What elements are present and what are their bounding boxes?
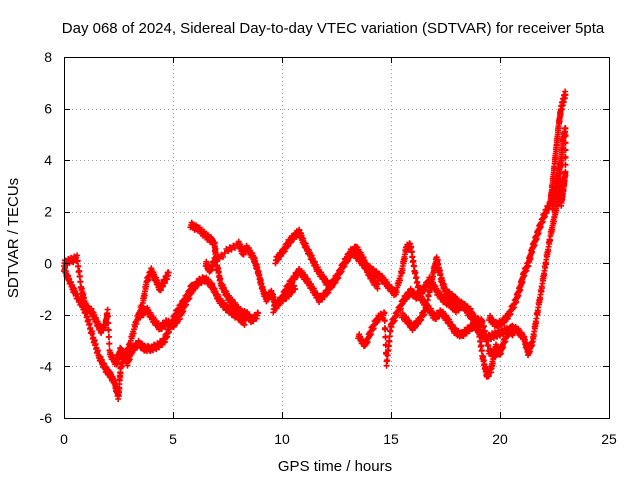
- y-tick-label: -2: [40, 307, 53, 323]
- data-point: [255, 310, 261, 317]
- data-point: [75, 263, 82, 270]
- y-tick-label: 6: [44, 101, 52, 117]
- series-track-l: [549, 125, 569, 213]
- series-track-a: [61, 264, 172, 402]
- data-point: [74, 257, 81, 264]
- data-points: [61, 88, 569, 402]
- data-point: [221, 250, 228, 256]
- x-tick-label: 20: [492, 431, 508, 447]
- data-point: [413, 274, 420, 281]
- data-point: [423, 306, 430, 313]
- data-point: [87, 325, 94, 331]
- data-point: [424, 302, 431, 309]
- data-point: [292, 286, 299, 293]
- data-point: [76, 273, 83, 280]
- data-point: [562, 140, 569, 147]
- data-point: [367, 331, 374, 338]
- data-point: [427, 285, 434, 292]
- data-point: [374, 280, 381, 287]
- data-point: [328, 284, 335, 291]
- data-point: [481, 323, 487, 329]
- data-point: [86, 320, 93, 327]
- series-track-i: [366, 240, 517, 344]
- data-point: [387, 328, 394, 335]
- data-point: [77, 278, 84, 285]
- data-point: [74, 252, 81, 259]
- data-point: [89, 330, 96, 337]
- data-point: [381, 310, 388, 317]
- data-point: [415, 282, 422, 289]
- data-point: [220, 254, 226, 260]
- y-tick-label: -6: [40, 410, 53, 426]
- data-point: [479, 318, 486, 325]
- y-tick-label: 8: [44, 49, 52, 65]
- data-point: [165, 269, 172, 276]
- series-track-g: [270, 246, 381, 316]
- series-track-d: [187, 219, 261, 325]
- data-point: [228, 246, 235, 253]
- chart-title: Day 068 of 2024, Sidereal Day-to-day VTE…: [62, 20, 605, 37]
- data-point: [105, 320, 112, 327]
- x-tick-label: 15: [383, 431, 399, 447]
- data-point: [105, 327, 112, 334]
- data-point: [285, 243, 292, 250]
- series-track-c: [137, 274, 248, 333]
- y-tick-label: 4: [44, 152, 52, 168]
- data-point: [381, 318, 388, 324]
- data-point: [106, 340, 113, 347]
- data-point: [386, 338, 393, 345]
- y-tick-label: 0: [44, 255, 52, 271]
- data-point: [425, 293, 432, 300]
- data-point: [562, 91, 569, 98]
- series-track-k: [486, 88, 569, 330]
- data-point: [225, 248, 232, 255]
- data-point: [104, 313, 111, 320]
- data-point: [282, 289, 289, 296]
- data-point: [562, 132, 569, 139]
- data-point: [412, 269, 419, 276]
- axis-ticks: [64, 57, 610, 419]
- data-point: [424, 297, 431, 304]
- x-tick-label: 25: [601, 431, 617, 447]
- y-tick-labels: -6 -4 -2 0 2 4 6 8: [40, 49, 53, 426]
- data-point: [437, 271, 444, 277]
- data-point: [92, 341, 99, 347]
- x-axis-label: GPS time / hours: [278, 458, 392, 475]
- x-tick-label: 5: [169, 431, 177, 447]
- data-point: [428, 280, 434, 287]
- data-point: [216, 255, 223, 262]
- data-point: [384, 358, 391, 364]
- data-point: [91, 337, 98, 344]
- data-point: [213, 257, 220, 264]
- data-point: [211, 261, 218, 268]
- data-point: [562, 154, 569, 161]
- data-point: [426, 289, 433, 296]
- grid-lines: [64, 57, 609, 418]
- data-point: [416, 287, 423, 294]
- plot-frame: [64, 57, 610, 419]
- data-point: [414, 278, 421, 285]
- data-point: [562, 162, 569, 168]
- data-point: [84, 313, 91, 320]
- data-point: [382, 326, 389, 333]
- data-point: [106, 334, 112, 340]
- data-point: [382, 334, 389, 341]
- data-point: [85, 316, 92, 323]
- data-point: [104, 306, 111, 313]
- data-point: [562, 125, 569, 132]
- data-point: [562, 147, 569, 154]
- x-tick-labels: 0 5 10 15 20 25: [60, 431, 617, 447]
- y-axis-label: SDTVAR / TECUs: [5, 178, 22, 298]
- x-tick-label: 0: [60, 431, 68, 447]
- y-tick-label: 2: [44, 204, 52, 220]
- data-point: [558, 198, 564, 205]
- x-tick-label: 10: [274, 431, 290, 447]
- data-point: [76, 267, 83, 274]
- y-tick-label: -4: [40, 358, 53, 374]
- data-point: [478, 347, 485, 354]
- series-track-j: [398, 176, 567, 380]
